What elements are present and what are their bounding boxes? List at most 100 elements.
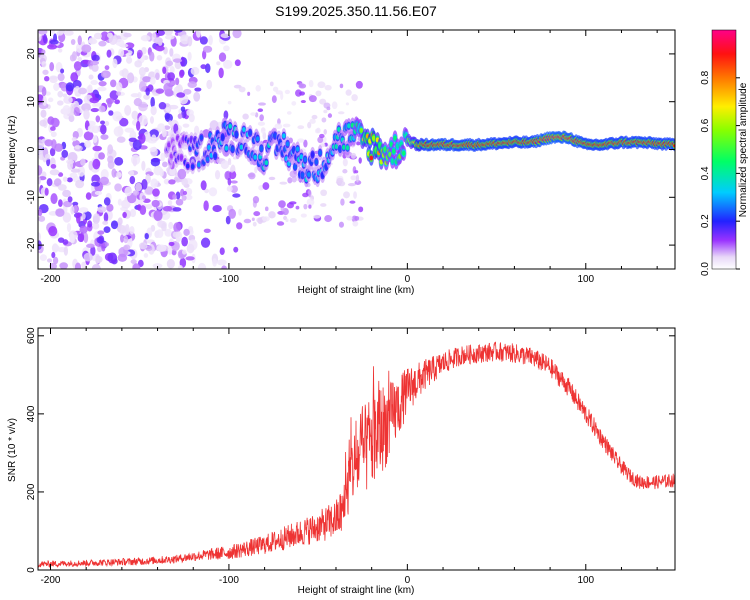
- heatmap-ridge-core: [253, 154, 257, 160]
- heatmap-speckle: [157, 123, 166, 132]
- heatmap-speckle: [358, 206, 364, 213]
- heatmap-speckle: [39, 119, 47, 127]
- heatmap-speckle: [49, 39, 59, 45]
- y-tick-label: 10: [26, 96, 37, 108]
- heatmap-speckle: [181, 249, 187, 255]
- heatmap-speckle: [66, 222, 72, 233]
- heatmap-speckle: [342, 169, 348, 174]
- heatmap-speckle: [58, 172, 64, 177]
- heatmap-speckle: [95, 255, 103, 264]
- heatmap-speckle: [139, 205, 147, 216]
- heatmap-speckle: [149, 129, 159, 138]
- heatmap-speckle: [258, 102, 266, 106]
- y-tick-label: 0: [26, 146, 37, 152]
- heatmap-speckle: [39, 254, 47, 262]
- heatmap-speckle: [182, 123, 190, 128]
- heatmap-speckle: [114, 156, 124, 166]
- heatmap-speckle: [57, 100, 64, 106]
- heatmap-speckle: [141, 195, 146, 200]
- snr-panel: -200 -100 0 100 0 200 400 600 Height of straig…: [7, 327, 676, 596]
- heatmap-speckle: [141, 160, 146, 171]
- heatmap-speckle: [100, 134, 109, 140]
- heatmap-speckle: [69, 54, 76, 62]
- heatmap-speckle: [287, 177, 293, 184]
- heatmap-speckle: [110, 220, 119, 230]
- snr-y-label: SNR (10 * v/v): [7, 418, 18, 482]
- heatmap-ridge-core: [285, 141, 290, 147]
- heatmap-speckle: [238, 86, 246, 93]
- heatmap-speckle: [291, 101, 297, 106]
- y-tick-label: -20: [26, 237, 37, 252]
- heatmap-speckle: [120, 234, 125, 243]
- heatmap-speckle: [67, 160, 74, 171]
- heatmap-speckle: [180, 34, 190, 45]
- spectrogram-y-axis: -20 -10 0 10 20: [26, 48, 675, 252]
- heatmap-speckle: [46, 258, 53, 263]
- heatmap-speckle: [50, 131, 57, 138]
- heatmap-speckle: [319, 133, 325, 139]
- heatmap-speckle: [66, 177, 73, 183]
- heatmap-speckle: [97, 245, 103, 253]
- heatmap-speckle: [187, 81, 197, 88]
- heatmap-speckle: [222, 59, 233, 69]
- heatmap-speckle: [295, 205, 300, 210]
- heatmap-speckle: [336, 177, 344, 183]
- heatmap-speckle: [118, 48, 125, 58]
- heatmap-speckle: [107, 98, 112, 108]
- heatmap-speckle: [174, 61, 182, 70]
- heatmap-speckle: [309, 118, 316, 124]
- heatmap-speckle: [320, 189, 328, 197]
- heatmap-speckle: [269, 81, 274, 87]
- heatmap-speckle: [108, 35, 118, 45]
- heatmap-speckle: [63, 246, 69, 256]
- heatmap-speckle: [185, 256, 195, 261]
- heatmap-speckle: [57, 48, 63, 53]
- heatmap-speckle: [91, 64, 99, 72]
- heatmap-speckle: [170, 80, 177, 86]
- heatmap-speckle: [203, 45, 213, 53]
- heatmap-speckle: [46, 178, 53, 187]
- heatmap-speckle: [48, 226, 58, 237]
- heatmap-speckle: [197, 262, 207, 269]
- heatmap-speckle: [117, 217, 123, 226]
- heatmap-speckle: [352, 220, 359, 227]
- heatmap-speckle: [303, 139, 308, 148]
- heatmap-speckle: [168, 104, 179, 110]
- heatmap-speckle: [260, 127, 266, 134]
- heatmap-ridge-core: [293, 164, 297, 170]
- heatmap-speckle: [307, 121, 312, 129]
- heatmap-speckle: [129, 170, 135, 177]
- heatmap-speckle: [149, 51, 155, 62]
- heatmap-speckle: [50, 30, 56, 34]
- heatmap-speckle: [112, 111, 123, 122]
- heatmap-speckle: [323, 128, 327, 135]
- heatmap-speckle: [140, 34, 151, 42]
- heatmap-speckle: [130, 93, 140, 98]
- heatmap-speckle: [137, 91, 142, 99]
- heatmap-speckle: [44, 139, 54, 147]
- heatmap-speckle: [49, 75, 58, 80]
- heatmap-speckle: [141, 179, 148, 190]
- heatmap-speckle: [286, 111, 292, 115]
- heatmap-speckle: [81, 103, 92, 112]
- heatmap-speckle: [228, 208, 237, 219]
- spectrogram-x-label: Height of straight line (km): [298, 285, 415, 296]
- heatmap-ridge-core: [185, 163, 190, 169]
- heatmap-speckle: [203, 228, 211, 233]
- heatmap-speckle: [225, 215, 231, 225]
- heatmap-speckle: [149, 147, 157, 152]
- heatmap-speckle: [289, 218, 297, 223]
- heatmap-speckle: [205, 63, 211, 74]
- heatmap-speckle: [169, 66, 175, 74]
- heatmap-speckle: [145, 87, 150, 96]
- heatmap-speckle: [117, 198, 122, 206]
- heatmap-speckle: [161, 223, 167, 232]
- heatmap-ridge-core: [230, 146, 235, 152]
- x-tick-label: 100: [577, 575, 594, 586]
- heatmap-speckle: [113, 126, 124, 137]
- heatmap-speckle: [67, 196, 73, 203]
- heatmap-speckle: [172, 58, 183, 63]
- heatmap-ridge-core: [345, 145, 350, 151]
- heatmap-speckle: [200, 180, 207, 191]
- heatmap-speckle: [83, 131, 94, 141]
